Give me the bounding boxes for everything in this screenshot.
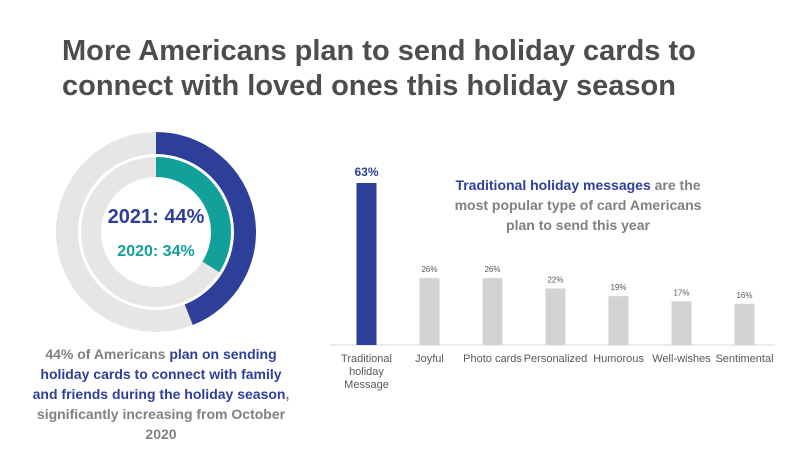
page-title: More Americans plan to send holiday card… [62, 34, 762, 104]
bar-6 [734, 303, 755, 345]
category-label-0: Traditional holiday Message [341, 353, 392, 391]
bar-2 [482, 278, 503, 345]
caption-part-1: 44% of Americans [45, 346, 170, 362]
bar-value-label-6: 16% [736, 291, 752, 300]
bar-4 [608, 296, 629, 345]
category-label-4: Humorous [593, 353, 644, 365]
callout-highlight: Traditional holiday messages [455, 177, 651, 193]
bar-3 [545, 288, 566, 345]
bar-1 [419, 278, 440, 345]
callout-rest: are the most popular type of card Americ… [454, 177, 702, 233]
category-label-3: Personalized [524, 353, 588, 365]
bar-value-label-4: 19% [610, 283, 626, 292]
category-label-1: Joyful [415, 353, 444, 365]
bar-chart-callout: Traditional holiday messages are the mos… [442, 175, 714, 235]
category-label-6: Sentimental [715, 353, 773, 365]
donut-2021-arc [155, 132, 256, 325]
bar-value-label-3: 22% [547, 275, 563, 284]
bar-value-label-1: 26% [421, 265, 437, 274]
donut-chart [56, 132, 256, 332]
title-line-1: More Americans plan to send holiday card… [62, 35, 696, 67]
category-label-2: Photo cards [463, 353, 522, 365]
donut-caption: 44% of Americans plan on sending holiday… [30, 344, 292, 444]
category-label-5: Well-wishes [652, 353, 711, 365]
donut-2020-arc [155, 157, 231, 273]
bar-chart: 63% Traditional holiday Message 26% Joyful 26%… [330, 165, 775, 391]
donut-label-2021: 2021: 44% [107, 206, 205, 228]
caption-part-2: , significantly increasing from October … [36, 386, 290, 442]
bar-5 [671, 301, 692, 345]
bar-0 [356, 183, 377, 345]
caption-highlight: plan on sending holiday cards to connect… [32, 346, 286, 402]
title-line-2: connect with loved ones this holiday sea… [62, 70, 676, 102]
bar-value-label-2: 26% [484, 265, 500, 274]
donut-label-2020: 2020: 34% [117, 243, 195, 260]
bar-value-label-5: 17% [673, 288, 689, 297]
bar-value-label-0: 63% [354, 165, 378, 179]
